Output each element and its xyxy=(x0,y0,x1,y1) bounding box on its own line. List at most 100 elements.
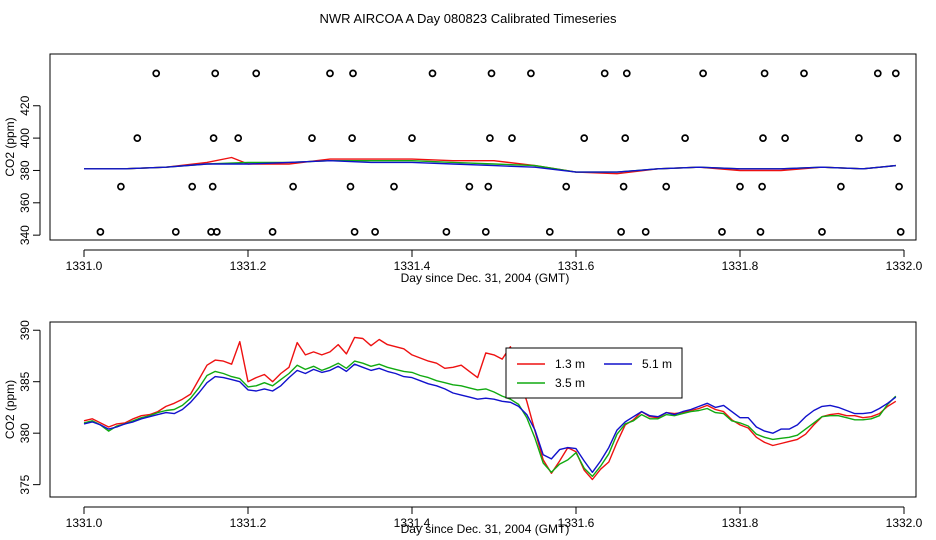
x-tick-label: 1331.2 xyxy=(230,516,267,530)
data-point xyxy=(428,69,437,78)
data-point xyxy=(487,69,496,78)
data-point xyxy=(208,182,217,191)
y-tick-label: 360 xyxy=(18,192,32,212)
data-point xyxy=(837,182,845,191)
data-point xyxy=(896,228,905,236)
series-line-1-3-mm xyxy=(84,156,896,175)
data-point xyxy=(855,134,863,142)
data-point xyxy=(371,228,379,236)
data-point xyxy=(641,228,650,236)
x-tick-label: 1331.0 xyxy=(66,516,103,530)
data-point xyxy=(408,134,416,142)
data-point xyxy=(619,182,628,191)
x-tick-label: 1332.0 xyxy=(886,259,923,273)
data-point xyxy=(621,134,630,142)
data-point xyxy=(622,69,631,78)
data-point xyxy=(350,228,359,236)
x-tick-label: 1331.4 xyxy=(394,259,431,273)
plot-frame xyxy=(49,321,917,498)
series-line-3-5-mm xyxy=(83,360,897,478)
data-point xyxy=(289,182,297,191)
data-point xyxy=(348,134,356,142)
data-point xyxy=(800,69,808,78)
series-line-5-1-mm xyxy=(83,363,897,473)
y-axis-label: CO2 (ppm) xyxy=(3,117,17,176)
y-tick-label: 380 xyxy=(18,160,32,180)
data-point xyxy=(326,69,334,78)
y-tick-label: 390 xyxy=(18,320,32,340)
series-line-1-3-mm xyxy=(83,336,897,481)
y-tick-label: 385 xyxy=(18,371,32,391)
data-point xyxy=(96,228,105,236)
data-point xyxy=(171,228,180,236)
data-point xyxy=(211,69,220,78)
data-point xyxy=(484,182,493,191)
data-point xyxy=(133,134,142,142)
x-tick-label: 1331.0 xyxy=(66,259,103,273)
data-point xyxy=(465,182,474,191)
x-axis-label: Day since Dec. 31, 2004 (GMT) xyxy=(401,522,570,536)
data-point xyxy=(117,182,125,191)
data-point xyxy=(873,69,882,78)
y-tick-label: 380 xyxy=(18,423,32,443)
data-point xyxy=(699,69,707,78)
data-point xyxy=(527,69,535,78)
data-point xyxy=(818,228,826,236)
x-tick-label: 1332.0 xyxy=(886,516,923,530)
x-axis-label: Day since Dec. 31, 2004 (GMT) xyxy=(401,271,570,285)
data-point xyxy=(891,69,900,78)
legend: 1.3 m 3.5 m 5.1 m xyxy=(505,347,683,399)
data-point xyxy=(756,228,765,236)
legend-box xyxy=(505,347,683,399)
x-tick-label: 1331.6 xyxy=(558,516,595,530)
data-point xyxy=(268,228,277,236)
data-point xyxy=(562,182,571,191)
legend-label: 1.3 m xyxy=(555,357,585,371)
x-tick-label: 1331.6 xyxy=(558,259,595,273)
x-tick-label: 1331.8 xyxy=(722,516,759,530)
data-point xyxy=(481,228,490,236)
data-point xyxy=(681,134,689,142)
data-point xyxy=(600,69,609,78)
data-point xyxy=(781,134,789,142)
series-line-5-1-mm xyxy=(84,160,896,173)
data-point xyxy=(152,69,161,78)
data-point xyxy=(758,182,766,191)
data-point xyxy=(390,182,398,191)
data-point xyxy=(617,228,625,236)
data-point xyxy=(760,69,769,78)
data-point xyxy=(718,228,726,236)
data-point xyxy=(308,134,316,142)
data-point xyxy=(349,69,357,78)
bottom-panel: 1331.0 1331.2 1331.4 1331.6 1331.8 1332.0 Day … xyxy=(3,320,923,536)
data-point xyxy=(736,182,744,191)
y-tick-label: 340 xyxy=(18,225,32,245)
data-point xyxy=(486,134,494,142)
data-point xyxy=(346,182,355,191)
y-tick-label: 420 xyxy=(18,95,32,115)
y-tick-label: 375 xyxy=(18,474,32,494)
x-tick-label: 1331.4 xyxy=(394,516,431,530)
data-point xyxy=(188,182,197,191)
data-point xyxy=(662,182,671,191)
data-point xyxy=(895,182,903,191)
data-point xyxy=(212,228,221,236)
plot-frame xyxy=(49,53,917,241)
legend-label: 5.1 m xyxy=(642,357,672,371)
chart-title: NWR AIRCOA A Day 080823 Calibrated Times… xyxy=(320,11,617,26)
y-axis-label: CO2 (ppm) xyxy=(3,380,17,439)
y-tick-label: 400 xyxy=(18,128,32,148)
x-tick-label: 1331.2 xyxy=(230,259,267,273)
data-point xyxy=(442,228,451,236)
data-point xyxy=(893,134,902,142)
data-point xyxy=(209,134,218,142)
data-point xyxy=(234,134,243,142)
data-point xyxy=(580,134,589,142)
data-point xyxy=(508,134,516,142)
legend-label: 3.5 m xyxy=(555,376,585,390)
x-tick-label: 1331.8 xyxy=(722,259,759,273)
data-point xyxy=(759,134,767,142)
data-point xyxy=(545,228,554,236)
data-point xyxy=(252,69,261,78)
